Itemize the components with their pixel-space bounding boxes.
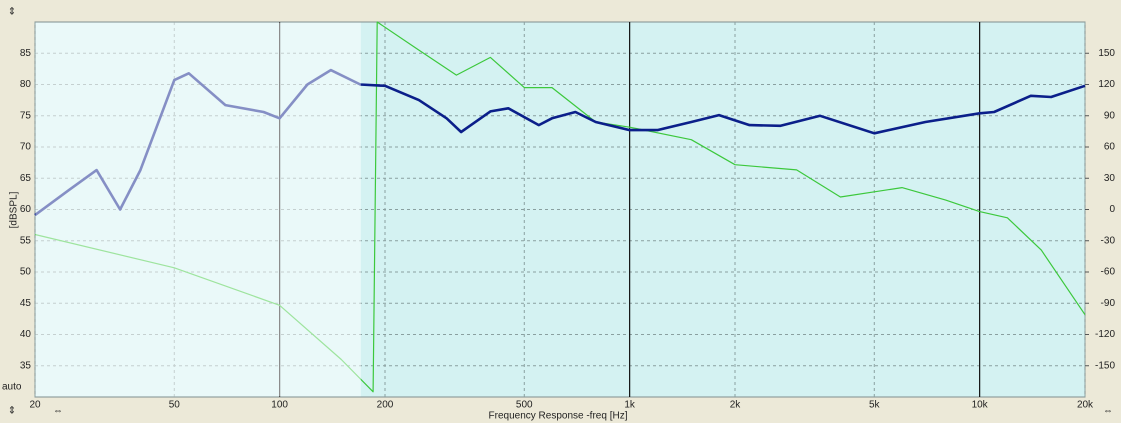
y-tick-label: 85 [20,48,32,59]
pan-icon[interactable]: ⇔ [53,406,63,417]
y-tick-label: 75 [20,110,32,121]
x-axis-label: Frequency Response -freq [Hz] [489,411,628,422]
faded-region [35,22,361,397]
x-tick-label: 10k [972,400,989,411]
lines [34,21,1086,397]
y-tick-label: 65 [20,173,32,184]
x-tick-label: 20 [29,400,41,411]
y-tick-label: 55 [20,235,32,246]
corner-label: auto [2,382,22,393]
x-tick-label: 100 [271,400,288,411]
y-tick-label: 35 [20,360,32,371]
x-tick-label: 5k [869,400,881,411]
y2-tick-label: 90 [1104,110,1116,121]
y2-tick-label: 60 [1104,142,1116,153]
labels: 35 40 45 50 55 60 65 70 75 80 85 -150 -120 -90 -60 -30 0… [20,48,1116,411]
y2-tick-label: -60 [1101,267,1116,278]
y-tick-label: 50 [20,267,32,278]
y2-tick-label: -150 [1095,360,1115,371]
y-tick-label: 40 [20,329,32,340]
y2-tick-label: 150 [1098,48,1115,59]
x-tick-label: 200 [377,400,394,411]
y-tick-label: 45 [20,298,32,309]
x-tick-label: 50 [169,400,181,411]
scroll-icon[interactable]: ⇕ [8,406,16,417]
y-tick-label: 80 [20,79,32,90]
y2-tick-label: -120 [1095,329,1115,340]
y-tick-label: 70 [20,142,32,153]
y2-tick-label: -90 [1101,298,1116,309]
y2-tick-label: -30 [1101,235,1116,246]
y2-tick-label: 120 [1098,79,1115,90]
x-tick-label: 1k [624,400,636,411]
x-tick-label: 2k [730,400,742,411]
y2-tick-label: 0 [1109,204,1115,215]
pan-right-icon[interactable]: ⇔ [1103,406,1113,417]
x-tick-label: 500 [516,400,533,411]
x-tick-label: 20k [1077,400,1094,411]
y-axis-label: [dBSPL] [9,191,20,228]
y2-tick-label: 30 [1104,173,1116,184]
zoom-icon[interactable]: ⇕ [8,7,16,18]
y-tick-label: 60 [20,204,32,215]
